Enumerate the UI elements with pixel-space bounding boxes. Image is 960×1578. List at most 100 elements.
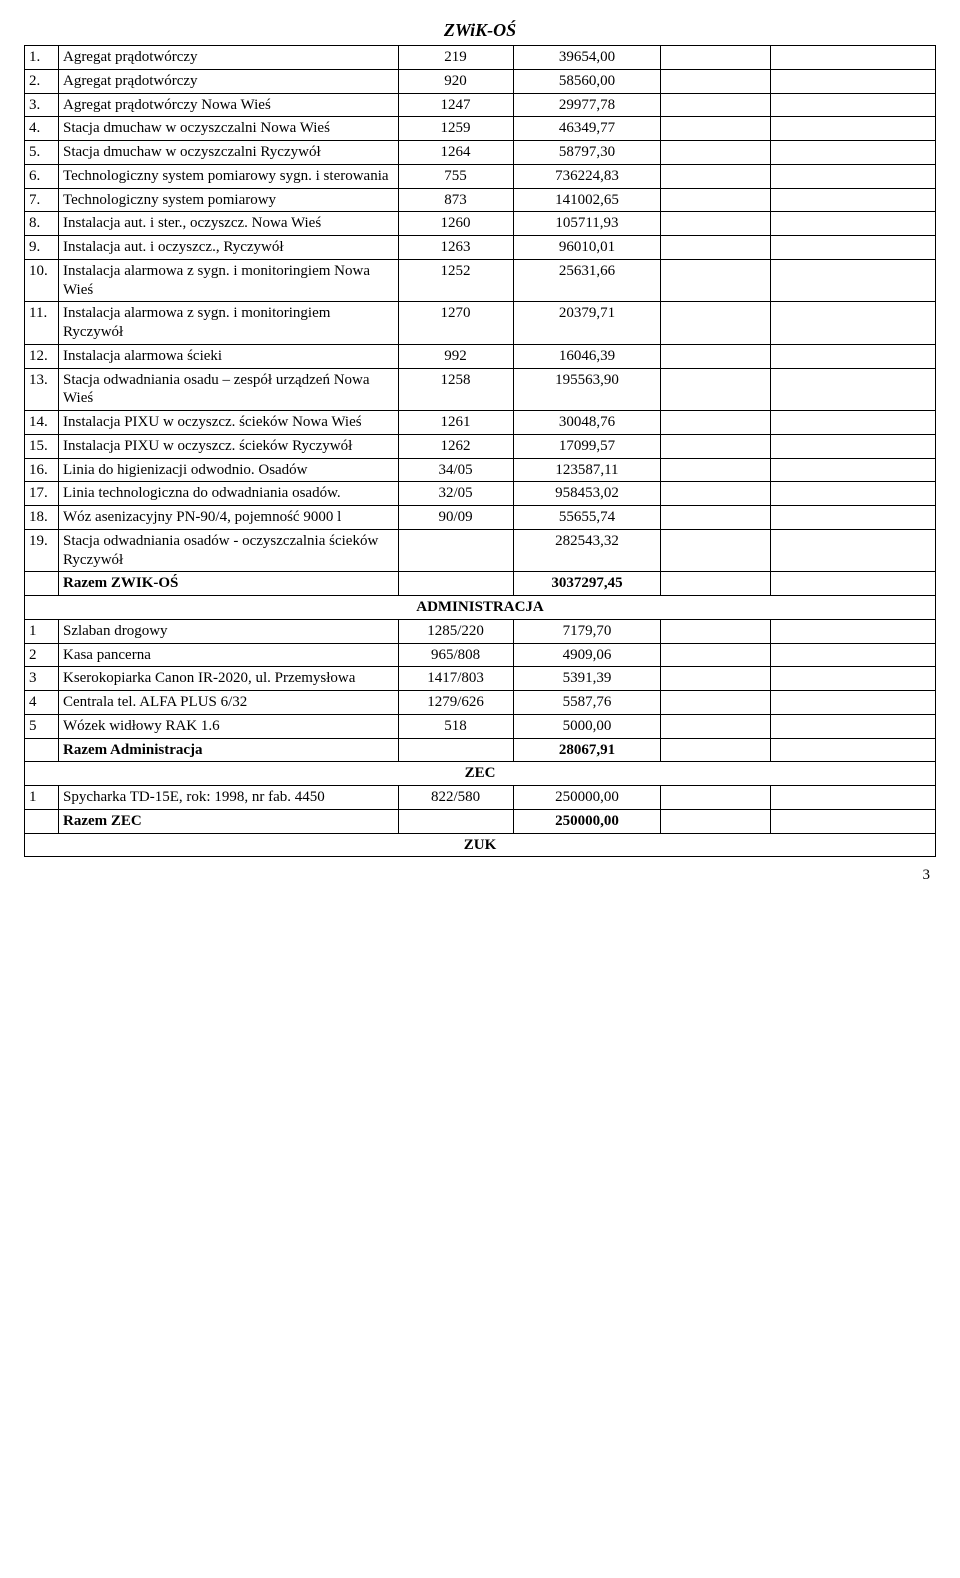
row-cell: 29977,78	[513, 93, 661, 117]
table-row: 10.Instalacja alarmowa z sygn. i monitor…	[25, 259, 936, 302]
row-cell: 1261	[398, 411, 513, 435]
row-number: 10.	[25, 259, 59, 302]
row-description: Stacja dmuchaw w oczyszczalni Ryczywół	[58, 141, 398, 165]
row-description: Razem ZEC	[58, 809, 398, 833]
table-row: 18.Wóz asenizacyjny PN-90/4, pojemność 9…	[25, 506, 936, 530]
row-cell	[661, 212, 771, 236]
table-row: Razem ZWIK-OŚ3037297,45	[25, 572, 936, 596]
row-cell: 219	[398, 46, 513, 70]
row-cell: 1264	[398, 141, 513, 165]
row-number	[25, 572, 59, 596]
row-cell	[661, 434, 771, 458]
row-cell	[771, 141, 936, 165]
row-cell	[661, 506, 771, 530]
row-number	[25, 738, 59, 762]
row-cell	[398, 572, 513, 596]
table-row: 5.Stacja dmuchaw w oczyszczalni Ryczywół…	[25, 141, 936, 165]
row-cell: 4909,06	[513, 643, 661, 667]
row-cell	[661, 482, 771, 506]
row-cell	[771, 46, 936, 70]
row-number: 2.	[25, 69, 59, 93]
row-cell	[398, 738, 513, 762]
row-cell: 250000,00	[513, 786, 661, 810]
row-description: Centrala tel. ALFA PLUS 6/32	[58, 691, 398, 715]
row-cell	[771, 368, 936, 411]
row-description: Stacja odwadniania osadu – zespół urządz…	[58, 368, 398, 411]
row-cell	[771, 714, 936, 738]
row-cell: 5391,39	[513, 667, 661, 691]
row-cell	[398, 809, 513, 833]
row-description: Linia do higienizacji odwodnio. Osadów	[58, 458, 398, 482]
row-description: Instalacja aut. i ster., oczyszcz. Nowa …	[58, 212, 398, 236]
row-cell	[661, 458, 771, 482]
row-cell: 58560,00	[513, 69, 661, 93]
row-cell	[661, 691, 771, 715]
row-cell	[771, 458, 936, 482]
row-number: 2	[25, 643, 59, 667]
row-cell: 518	[398, 714, 513, 738]
row-cell	[771, 482, 936, 506]
row-description: Spycharka TD-15E, rok: 1998, nr fab. 445…	[58, 786, 398, 810]
section-header: ADMINISTRACJA	[25, 596, 936, 620]
table-row: ZUK	[25, 833, 936, 857]
row-cell: 105711,93	[513, 212, 661, 236]
row-cell	[661, 619, 771, 643]
row-description: Kserokopiarka Canon IR-2020, ul. Przemys…	[58, 667, 398, 691]
data-table: 1.Agregat prądotwórczy21939654,002.Agreg…	[24, 45, 936, 857]
row-cell	[771, 411, 936, 435]
row-cell	[661, 302, 771, 345]
row-cell: 736224,83	[513, 164, 661, 188]
row-number: 12.	[25, 344, 59, 368]
row-cell	[771, 69, 936, 93]
row-cell	[771, 786, 936, 810]
row-description: Instalacja alarmowa ścieki	[58, 344, 398, 368]
row-cell	[661, 572, 771, 596]
row-cell: 1263	[398, 236, 513, 260]
row-number: 8.	[25, 212, 59, 236]
row-cell	[661, 786, 771, 810]
row-number: 14.	[25, 411, 59, 435]
row-number: 17.	[25, 482, 59, 506]
row-cell: 25631,66	[513, 259, 661, 302]
row-cell: 755	[398, 164, 513, 188]
row-cell	[661, 738, 771, 762]
row-number: 5	[25, 714, 59, 738]
row-cell	[771, 259, 936, 302]
row-number: 19.	[25, 529, 59, 572]
row-cell	[771, 188, 936, 212]
table-row: 3Kserokopiarka Canon IR-2020, ul. Przemy…	[25, 667, 936, 691]
row-cell: 822/580	[398, 786, 513, 810]
row-cell: 965/808	[398, 643, 513, 667]
row-cell	[661, 411, 771, 435]
row-number: 15.	[25, 434, 59, 458]
table-row: 5Wózek widłowy RAK 1.65185000,00	[25, 714, 936, 738]
row-cell: 282543,32	[513, 529, 661, 572]
table-row: 6.Technologiczny system pomiarowy sygn. …	[25, 164, 936, 188]
row-description: Instalacja PIXU w oczyszcz. ścieków Nowa…	[58, 411, 398, 435]
row-cell	[661, 236, 771, 260]
row-cell	[771, 302, 936, 345]
row-number: 6.	[25, 164, 59, 188]
table-row: 3.Agregat prądotwórczy Nowa Wieś12472997…	[25, 93, 936, 117]
row-cell	[771, 434, 936, 458]
row-number: 1	[25, 619, 59, 643]
row-description: Agregat prądotwórczy Nowa Wieś	[58, 93, 398, 117]
table-row: Razem Administracja28067,91	[25, 738, 936, 762]
row-number: 1.	[25, 46, 59, 70]
table-row: 12.Instalacja alarmowa ścieki99216046,39	[25, 344, 936, 368]
row-number: 4.	[25, 117, 59, 141]
row-cell	[661, 714, 771, 738]
row-cell	[771, 506, 936, 530]
row-cell: 1270	[398, 302, 513, 345]
table-row: 14.Instalacja PIXU w oczyszcz. ścieków N…	[25, 411, 936, 435]
table-row: 7.Technologiczny system pomiarowy8731410…	[25, 188, 936, 212]
row-cell: 5587,76	[513, 691, 661, 715]
row-cell: 7179,70	[513, 619, 661, 643]
row-cell: 1247	[398, 93, 513, 117]
row-cell: 250000,00	[513, 809, 661, 833]
row-cell	[661, 368, 771, 411]
row-description: Instalacja alarmowa z sygn. i monitoring…	[58, 259, 398, 302]
row-number: 9.	[25, 236, 59, 260]
row-cell	[771, 619, 936, 643]
row-cell	[398, 529, 513, 572]
